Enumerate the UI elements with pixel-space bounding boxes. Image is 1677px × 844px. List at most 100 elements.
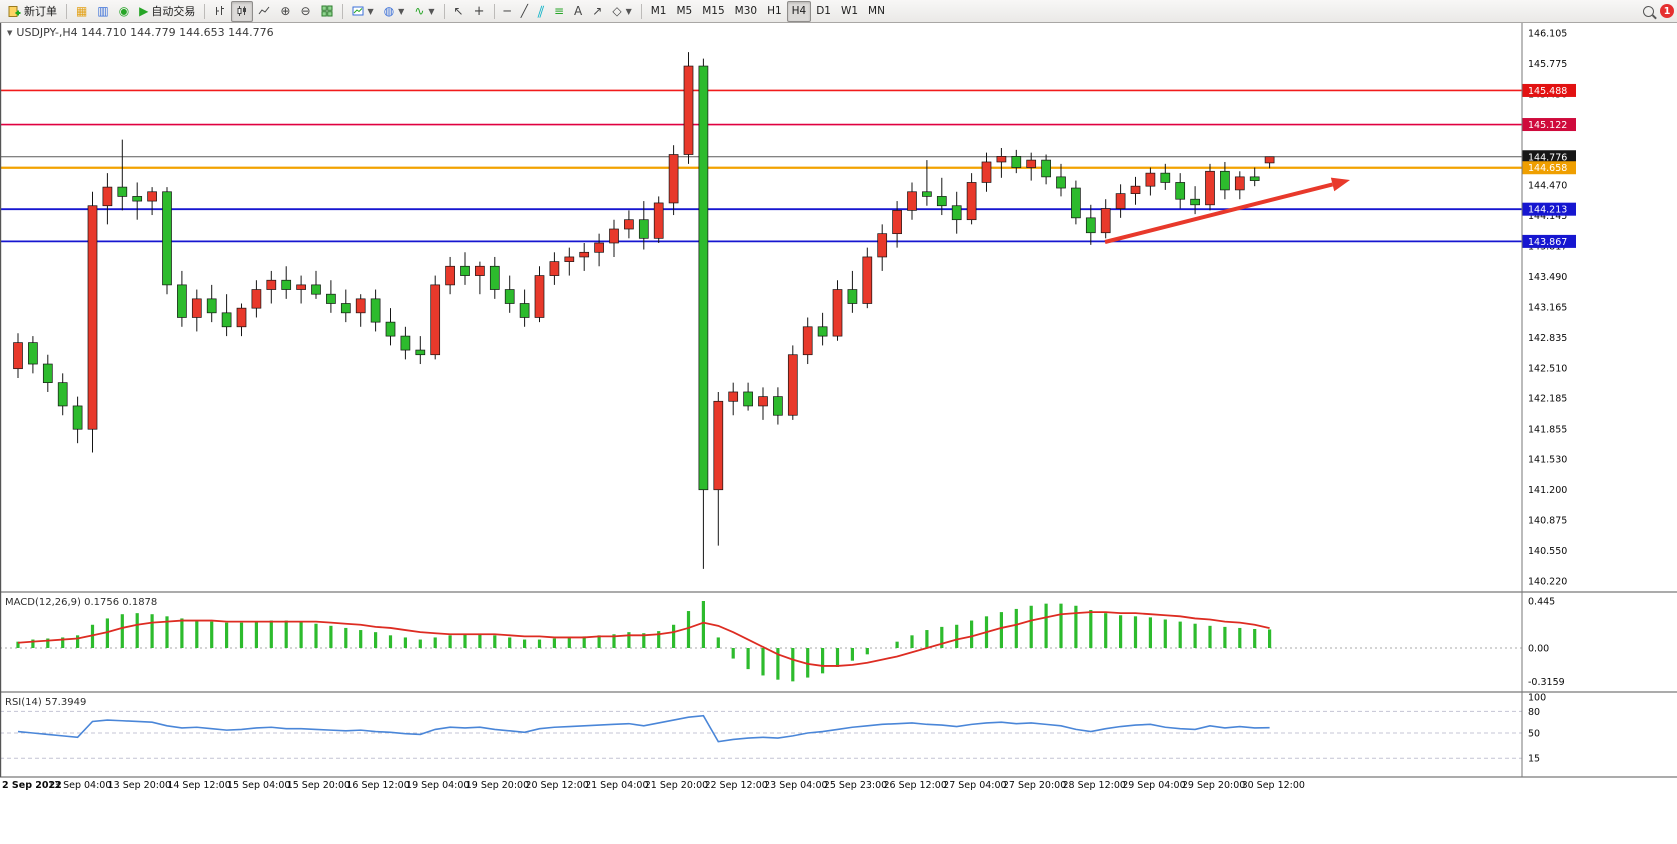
timeframe-button-m30[interactable]: M30 bbox=[734, 5, 758, 17]
horizontal-line-tool[interactable]: ─ bbox=[499, 1, 516, 22]
shapes-dropdown[interactable]: ◇ ▼ bbox=[607, 1, 636, 22]
timeframe-button-h4[interactable]: H4 bbox=[786, 0, 812, 22]
candle-body bbox=[996, 156, 1007, 163]
candle-body bbox=[355, 298, 366, 314]
profiles-dropdown[interactable]: ◍ ▼ bbox=[379, 1, 410, 22]
new-order-button[interactable]: 新订单 bbox=[3, 1, 62, 22]
candle-body bbox=[102, 186, 113, 207]
trend-arrow-annotation[interactable] bbox=[1104, 182, 1334, 244]
rsi-axis-label: 100 bbox=[1528, 693, 1546, 704]
price-axis-label: 142.185 bbox=[1528, 394, 1567, 405]
candlestick-chart-button[interactable] bbox=[231, 0, 254, 22]
macd-axis-label: 0.445 bbox=[1528, 597, 1555, 608]
candle-body bbox=[206, 298, 217, 314]
bar-chart-button[interactable] bbox=[209, 1, 231, 22]
tile-windows-icon bbox=[321, 5, 333, 17]
cursor-button[interactable]: ↖ bbox=[449, 1, 469, 22]
macd-label: MACD(12,26,9) 0.1756 0.1878 bbox=[5, 597, 157, 608]
candle-body bbox=[281, 279, 292, 290]
timeframe-button-m1[interactable]: M1 bbox=[650, 5, 667, 17]
candle-body bbox=[564, 256, 575, 262]
dropdown-arrow-icon: ▼ bbox=[367, 6, 374, 16]
notification-badge[interactable]: 1 bbox=[1660, 4, 1674, 18]
candle-body bbox=[1234, 176, 1245, 191]
price-badge bbox=[1522, 234, 1576, 248]
macd-histogram bbox=[16, 601, 1272, 682]
candle-body bbox=[579, 251, 590, 258]
candle-body bbox=[221, 312, 232, 328]
candle-body bbox=[638, 219, 649, 239]
rsi-axis-label: 15 bbox=[1528, 754, 1540, 765]
timeframe-button-w1[interactable]: W1 bbox=[840, 5, 859, 17]
arrow-tool[interactable]: ↗ bbox=[587, 1, 607, 22]
channel-tool[interactable]: ∥ bbox=[533, 1, 549, 22]
rsi-line bbox=[17, 714, 1270, 743]
zoom-in-button[interactable]: ⊕ bbox=[275, 1, 295, 22]
price-badge bbox=[1522, 161, 1576, 175]
candle-body bbox=[489, 265, 500, 290]
terminal-button[interactable]: ◉ bbox=[114, 1, 134, 22]
channel-icon: ∥ bbox=[535, 4, 547, 18]
toolbar: 新订单 ▦ ▥ ◉ ▶ 自动交易 ⊕ ⊖ ▼ ◍ ▼ ∿ ▼ ↖ + ─ ╱ ∥ ≡… bbox=[0, 0, 1677, 23]
crosshair-icon: + bbox=[473, 3, 485, 19]
market-watch-icon: ▦ bbox=[76, 4, 88, 18]
price-badge bbox=[1522, 83, 1576, 97]
chart-header-text: USDJPY-,H4 144.710 144.779 144.653 144.7… bbox=[16, 26, 274, 39]
price-axis-label: 140.220 bbox=[1528, 577, 1567, 588]
candlestick-chart-icon bbox=[237, 6, 247, 16]
new-chart-dropdown[interactable]: ▼ bbox=[347, 1, 379, 22]
candle-body bbox=[117, 186, 128, 197]
candle-body bbox=[936, 196, 947, 207]
dropdown-arrow-icon: ▼ bbox=[625, 6, 632, 16]
trendline-tool[interactable]: ╱ bbox=[516, 1, 533, 22]
time-axis-label: 21 Sep 04:00 bbox=[585, 780, 648, 791]
tile-windows-button[interactable] bbox=[316, 1, 338, 22]
timeframe-button-d1[interactable]: D1 bbox=[816, 5, 831, 17]
time-axis-label: 28 Sep 12:00 bbox=[1063, 780, 1126, 791]
candle-body bbox=[862, 256, 873, 304]
fibonacci-tool[interactable]: ≡ bbox=[549, 1, 569, 22]
auto-trading-button[interactable]: ▶ 自动交易 bbox=[134, 1, 200, 22]
bar-chart-icon bbox=[216, 6, 225, 15]
candle-body bbox=[817, 326, 828, 337]
indicators-dropdown[interactable]: ∿ ▼ bbox=[409, 1, 439, 22]
timeframe-button-h1[interactable]: H1 bbox=[767, 5, 782, 17]
candle-body bbox=[1115, 193, 1126, 209]
line-chart-button[interactable] bbox=[253, 1, 275, 22]
timeframe-button-mn[interactable]: MN bbox=[868, 5, 885, 17]
candle-body bbox=[460, 265, 470, 276]
candle-body bbox=[549, 261, 560, 276]
crosshair-button[interactable]: + bbox=[469, 1, 490, 22]
candle-body bbox=[445, 265, 455, 286]
zoom-out-button[interactable]: ⊖ bbox=[295, 1, 315, 22]
candle-body bbox=[1205, 170, 1215, 206]
timeframe-button-m15[interactable]: M15 bbox=[702, 5, 725, 17]
rsi-label: RSI(14) 57.3949 bbox=[5, 697, 86, 708]
candle-body bbox=[951, 205, 962, 221]
candle-body bbox=[787, 354, 798, 416]
price-badge-label: 145.122 bbox=[1528, 120, 1567, 131]
trend-arrow-head bbox=[1330, 177, 1350, 192]
price-badge-label: 144.658 bbox=[1528, 163, 1567, 174]
time-axis-label: 27 Sep 04:00 bbox=[943, 780, 1006, 791]
symbol-expand-icon[interactable]: ▼ bbox=[7, 28, 13, 37]
market-watch-button[interactable]: ▦ bbox=[71, 1, 92, 22]
chart-canvas[interactable]: 146.105145.775145.450144.470144.145143.8… bbox=[0, 22, 1677, 844]
navigator-icon: ▥ bbox=[97, 4, 109, 18]
time-axis-label: 29 Sep 20:00 bbox=[1182, 780, 1245, 791]
search-icon[interactable] bbox=[1643, 5, 1654, 17]
shapes-icon: ◇ bbox=[612, 4, 622, 18]
hlines-layer bbox=[0, 89, 1522, 243]
text-tool[interactable]: A bbox=[569, 1, 587, 22]
trendline-icon: ╱ bbox=[520, 4, 528, 18]
candle-body bbox=[1145, 172, 1156, 187]
time-axis-label: 16 Sep 12:00 bbox=[346, 780, 409, 791]
candle-body bbox=[653, 202, 664, 239]
navigator-button[interactable]: ▥ bbox=[92, 1, 113, 22]
timeframe-button-m5[interactable]: M5 bbox=[676, 5, 693, 17]
fibonacci-icon: ≡ bbox=[553, 4, 565, 18]
time-axis-label: 22 Sep 12:00 bbox=[704, 780, 767, 791]
candle-body bbox=[1085, 217, 1096, 234]
candle-body bbox=[1026, 159, 1037, 168]
candle-body bbox=[1264, 156, 1275, 164]
